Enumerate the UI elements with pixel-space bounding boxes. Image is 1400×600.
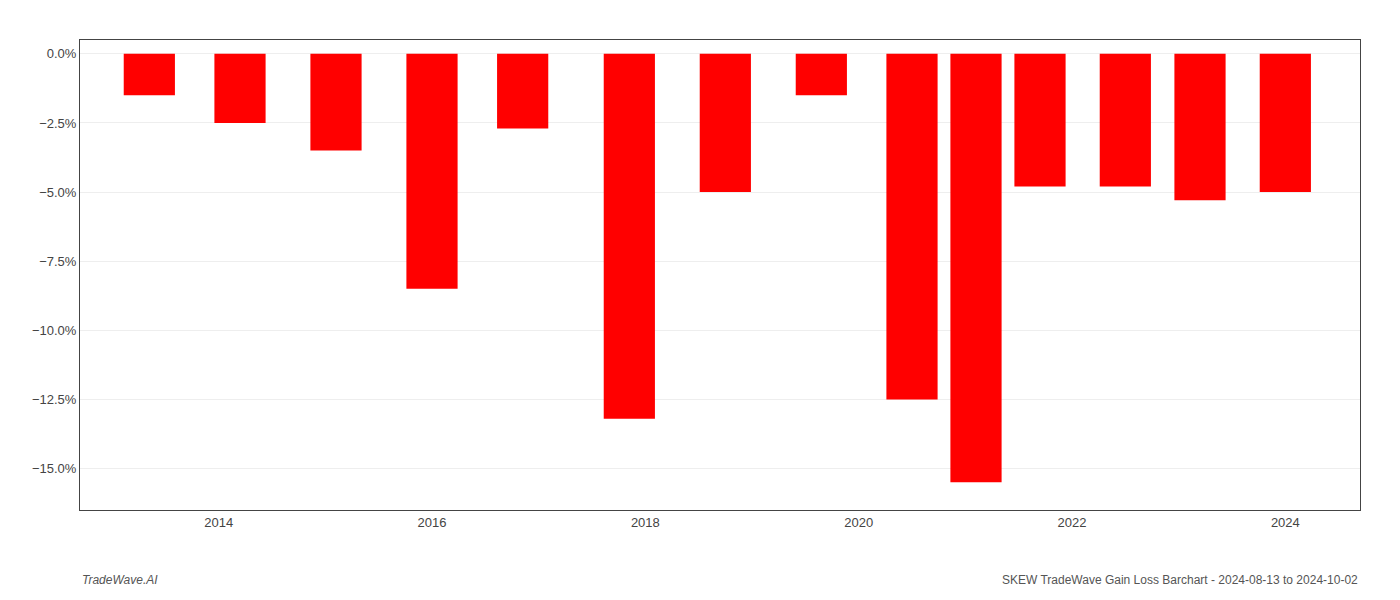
- svg-text:−2.5%: −2.5%: [39, 115, 77, 130]
- svg-text:−7.5%: −7.5%: [39, 254, 77, 269]
- svg-text:−15.0%: −15.0%: [32, 461, 77, 476]
- svg-text:2016: 2016: [418, 515, 447, 530]
- svg-text:2022: 2022: [1058, 515, 1087, 530]
- svg-text:−12.5%: −12.5%: [32, 392, 77, 407]
- svg-text:2018: 2018: [631, 515, 660, 530]
- svg-text:−10.0%: −10.0%: [32, 323, 77, 338]
- svg-text:2014: 2014: [204, 515, 233, 530]
- svg-text:2020: 2020: [844, 515, 873, 530]
- svg-text:TradeWave.AI: TradeWave.AI: [82, 573, 158, 587]
- svg-text:2024: 2024: [1271, 515, 1300, 530]
- svg-text:SKEW TradeWave Gain Loss Barch: SKEW TradeWave Gain Loss Barchart - 2024…: [1002, 573, 1358, 587]
- svg-text:−5.0%: −5.0%: [39, 185, 77, 200]
- svg-text:0.0%: 0.0%: [47, 46, 77, 61]
